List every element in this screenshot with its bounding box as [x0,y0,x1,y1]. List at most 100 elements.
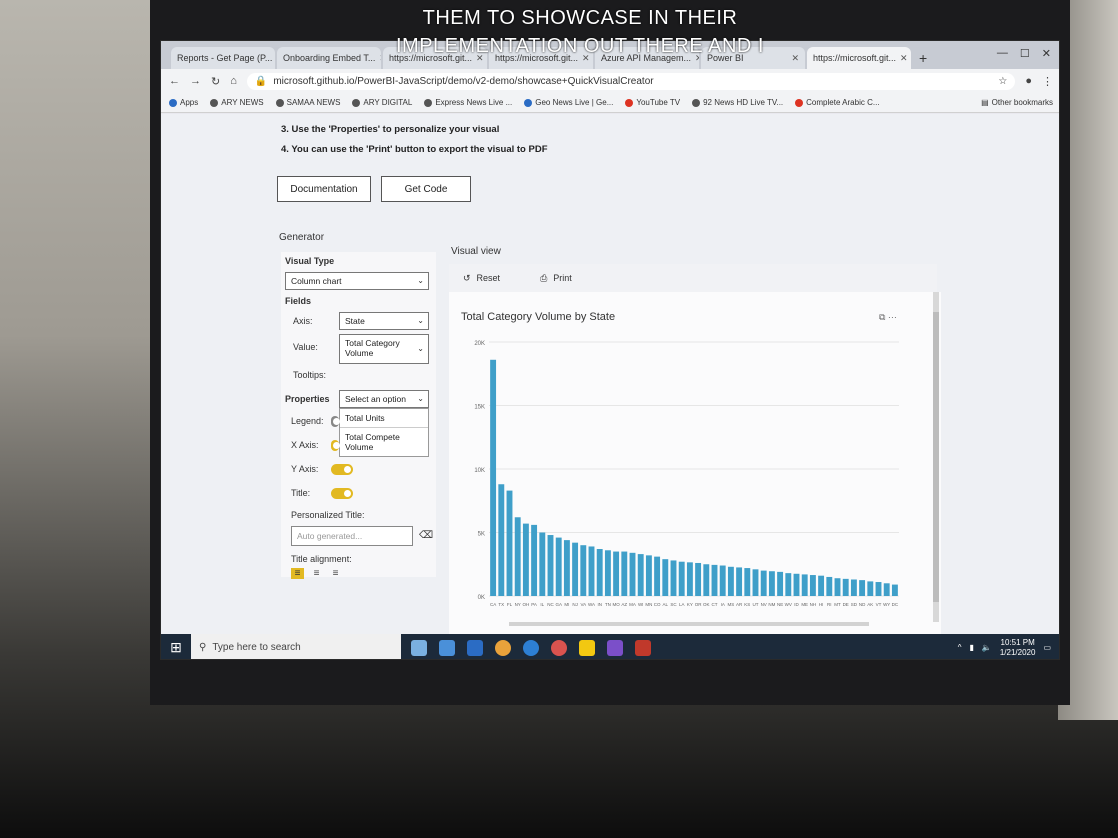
home-icon[interactable]: ⌂ [230,75,237,87]
close-icon[interactable]: ✕ [582,52,590,63]
projected-caption: THEM TO SHOWCASE IN THEIR IMPLEMENTATION… [200,4,960,60]
eraser-icon[interactable]: ⌫ [419,530,434,541]
close-icon[interactable]: ✕ [695,53,699,64]
value-select[interactable]: Total Category Volume ⌄ [339,334,429,364]
bar [621,551,628,596]
bar [613,551,620,596]
file-explorer-icon[interactable] [439,639,455,656]
app-icon[interactable] [635,639,651,656]
browser-tab[interactable]: Azure API Managem...✕ [595,47,699,69]
x-tick-label: MT [834,602,841,607]
menu-icon[interactable]: ⋮ [1042,75,1053,88]
x-tick-label: HI [819,602,824,607]
chevron-down-icon: ⌄ [417,344,424,353]
dropdown-option[interactable]: Total Compete Volume [340,427,428,456]
browser-tab[interactable]: https://microsoft.git... ✕ [489,47,593,69]
chrome-icon[interactable] [495,639,511,656]
x-tick-label: MI [564,602,569,607]
bar [768,571,775,596]
bookmark[interactable]: YouTube TV [625,98,680,107]
task-view-icon[interactable] [411,639,427,656]
print-button[interactable]: ⎙ Print [540,273,572,284]
axis-select[interactable]: State ⌄ [339,312,429,330]
x-tick-label: OR [695,602,703,607]
power-bi-icon[interactable] [579,639,595,656]
date: 1/21/2020 [999,647,1036,657]
url-input[interactable]: 🔒 microsoft.github.io/PowerBI-JavaScript… [246,72,1016,90]
legend-toggle[interactable] [331,416,340,427]
bar [760,570,767,596]
personalized-title-input[interactable]: Auto generated... [291,526,413,546]
scrollbar-thumb[interactable] [933,312,939,602]
chevron-up-icon[interactable]: ^ [957,643,962,652]
yaxis-toggle[interactable] [331,464,353,475]
xaxis-toggle[interactable] [331,440,340,451]
x-tick-label: DE [843,602,849,607]
visual-type-select[interactable]: Column chart ⌄ [285,272,429,290]
x-tick-label: UT [753,602,759,607]
minimize-icon[interactable]: — [996,47,1008,59]
star-icon[interactable]: ☆ [998,75,1008,87]
align-center-icon[interactable]: ≡ [313,568,320,579]
instructions: 3. Use the 'Properties' to personalize y… [281,120,548,160]
close-icon[interactable]: ✕ [900,52,908,63]
get-code-button[interactable]: Get Code [381,176,471,202]
other-bookmarks[interactable]: ▤ Other bookmarks [981,98,1053,107]
vertical-scrollbar[interactable] [933,292,939,622]
close-window-icon[interactable]: ✕ [1041,48,1051,60]
bar [777,571,784,596]
windows-start-icon[interactable]: ⊞ [170,639,182,655]
browser-tab[interactable]: https://microsoft.git... ✕ [383,47,487,69]
close-icon[interactable]: ✕ [791,52,799,63]
align-left-icon[interactable]: ≡ [291,568,304,579]
close-icon[interactable]: ✕ [379,53,381,64]
close-icon[interactable]: ✕ [476,52,484,63]
new-tab-icon[interactable]: + [919,50,928,66]
browser-tab[interactable]: Onboarding Embed T...✕ [277,47,381,69]
reset-button[interactable]: ↺ Reset [463,273,500,284]
properties-select[interactable]: Select an option ⌄ [339,390,429,408]
clock[interactable]: 10:51 PM 1/21/2020 [1000,638,1036,658]
bar [678,561,685,596]
web-page: 3. Use the 'Properties' to personalize y… [161,114,1059,634]
browser-tab[interactable]: Reports - Get Page (P...✕ [171,47,275,69]
taskbar-search[interactable]: ⚲ Type here to search [191,634,401,659]
visual-studio-icon[interactable] [607,639,623,656]
align-right-icon[interactable]: ≡ [332,568,339,579]
x-tick-label: FL [507,602,513,607]
x-tick-label: NY [515,602,521,607]
bookmark[interactable]: Geo News Live | Ge... [524,98,613,107]
bar [727,566,734,596]
horizontal-scrollbar[interactable] [509,622,869,626]
network-icon[interactable]: ▮ [969,643,974,652]
mail-icon[interactable] [467,639,483,656]
notifications-icon[interactable]: ▭ [1043,643,1051,652]
profile-icon[interactable]: ● [1025,75,1032,87]
y-tick-label: 5K [478,532,485,538]
documentation-button[interactable]: Documentation [277,176,371,202]
bookmark[interactable]: 92 News HD Live TV... [692,98,783,107]
app-icon[interactable] [551,639,567,656]
maximize-icon[interactable]: ☐ [1019,48,1030,60]
bookmark[interactable]: Complete Arabic C... [795,98,880,107]
back-icon[interactable]: ← [169,75,180,87]
bookmark[interactable]: ARY NEWS [210,98,264,107]
tab-label: Azure API Managem... [601,53,692,63]
properties-label: Properties [285,394,330,404]
forward-icon[interactable]: → [190,75,201,87]
bar [695,562,702,596]
browser-tab[interactable]: Power BI ✕ [701,47,805,69]
browser-tab-active[interactable]: https://microsoft.git... ✕ [807,47,911,69]
bookmark[interactable]: ARY DIGITAL [352,98,412,107]
reload-icon[interactable]: ↻ [211,75,221,88]
edge-icon[interactable] [523,639,539,656]
volume-icon[interactable]: 🔈 [981,643,992,652]
bookmark[interactable]: Express News Live ... [424,98,512,107]
x-tick-label: VA [580,602,586,607]
bookmark-apps[interactable]: Apps [169,98,198,107]
title-toggle[interactable] [331,488,353,499]
y-tick-label: 0K [478,595,485,601]
dropdown-option[interactable]: Total Units [345,413,385,423]
column-chart[interactable]: Total Category Volume by State ⧉ ··· 0K 5K 1… [459,302,919,622]
bookmark[interactable]: SAMAA NEWS [275,98,340,107]
